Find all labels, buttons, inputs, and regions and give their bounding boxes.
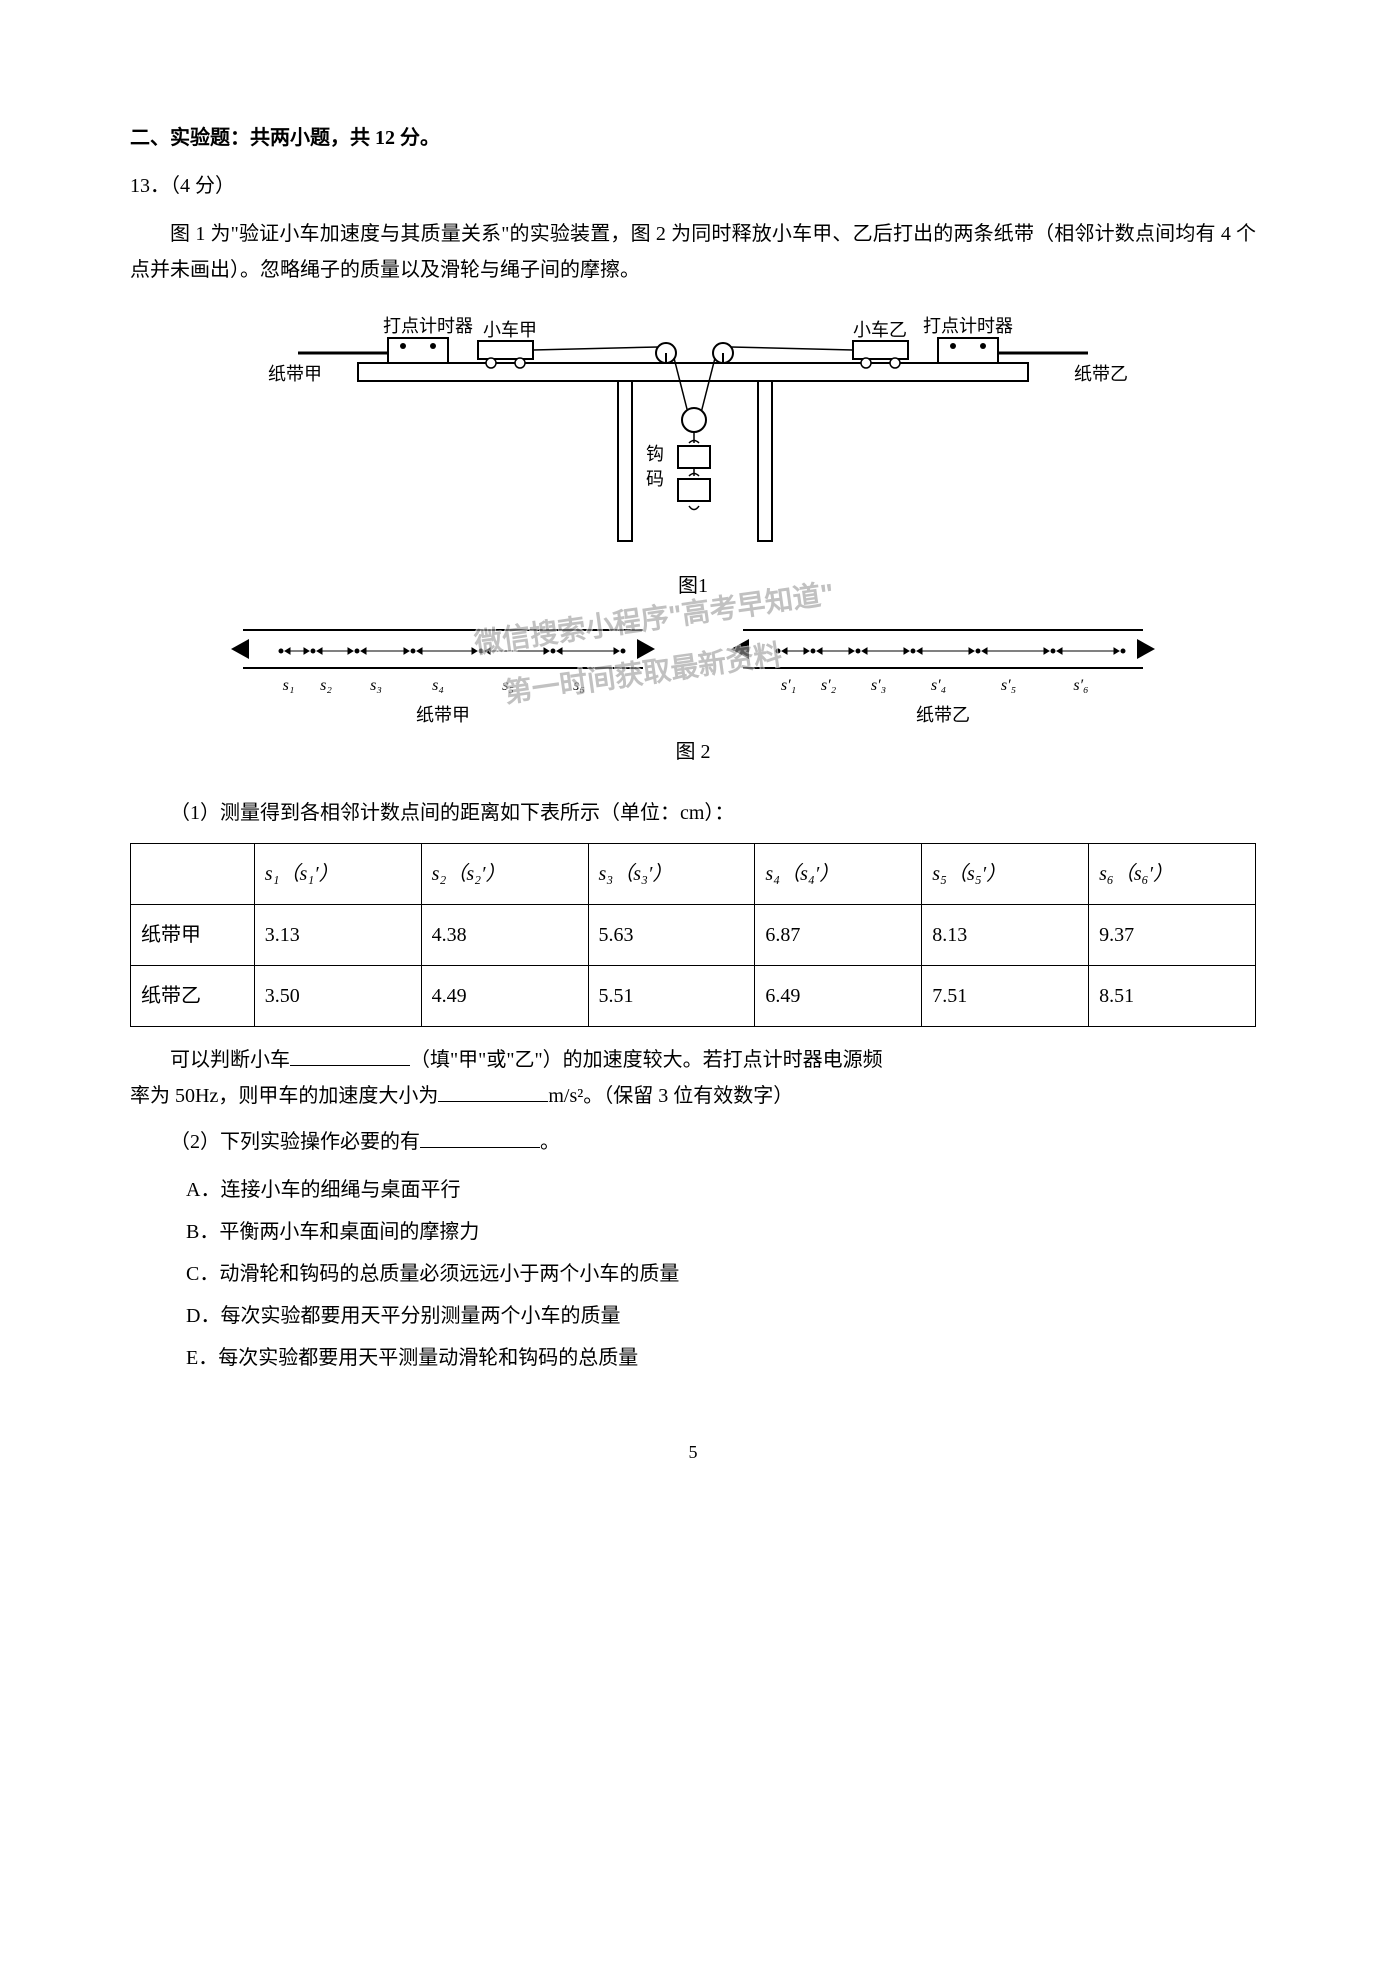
label-cart-a: 小车甲 bbox=[483, 314, 537, 346]
question-number: 13．（4 分） bbox=[130, 168, 1256, 204]
tape-b-segment-labels: s′₁ s′₂ s′₃ s′₄ s′₅ s′₆ bbox=[771, 672, 1131, 701]
seg-b-2: s′₂ bbox=[806, 672, 851, 701]
table-cell: 纸带乙 bbox=[131, 966, 255, 1027]
table-cell: 8.51 bbox=[1089, 966, 1256, 1027]
label-timer-right: 打点计时器 bbox=[923, 310, 1013, 342]
seg-a-3: s₃ bbox=[348, 672, 404, 701]
option-c: C．动滑轮和钩码的总质量必须远远小于两个小车的质量 bbox=[186, 1256, 1256, 1292]
answer-text-2: 率为 50Hz，则甲车的加速度大小为 m/s²。（保留 3 位有效数字） bbox=[130, 1078, 1256, 1114]
seg-b-4: s′₄ bbox=[906, 672, 971, 701]
text-segment: m/s²。（保留 3 位有效数字） bbox=[548, 1085, 793, 1107]
option-a: A．连接小车的细绳与桌面平行 bbox=[186, 1172, 1256, 1208]
tape-b-shape bbox=[743, 629, 1143, 669]
table-cell: 9.37 bbox=[1089, 905, 1256, 966]
label-tape-a: 纸带甲 bbox=[268, 358, 322, 390]
label-weight: 码 bbox=[646, 463, 664, 495]
options-list: A．连接小车的细绳与桌面平行 B．平衡两小车和桌面间的摩擦力 C．动滑轮和钩码的… bbox=[186, 1172, 1256, 1376]
table-header-cell: s₄（s₄′） bbox=[755, 844, 922, 905]
table-cell: 6.49 bbox=[755, 966, 922, 1027]
section-heading: 二、实验题：共两小题，共 12 分。 bbox=[130, 120, 1256, 156]
table-header-cell: s₆（s₆′） bbox=[1089, 844, 1256, 905]
text-segment: （填"甲"或"乙"）的加速度较大。若打点计时器电源频 bbox=[410, 1049, 883, 1071]
figure-1-container: 打点计时器 小车甲 小车乙 打点计时器 纸带甲 纸带乙 钩 码 图1 bbox=[130, 308, 1256, 604]
seg-a-6: s₆ bbox=[544, 672, 614, 701]
figure-2-diagram: s₁ s₂ s₃ s₄ s₅ s₆ 纸带甲 bbox=[243, 624, 1143, 694]
table-header-cell: s₁（s₁′） bbox=[254, 844, 421, 905]
table-cell: 3.50 bbox=[254, 966, 421, 1027]
label-cart-b: 小车乙 bbox=[853, 314, 907, 346]
text-segment: 可以判断小车 bbox=[170, 1049, 290, 1071]
table-header-cell: s₂（s₂′） bbox=[421, 844, 588, 905]
seg-a-2: s₂ bbox=[304, 672, 348, 701]
label-timer-left: 打点计时器 bbox=[383, 310, 473, 342]
table-cell: 5.63 bbox=[588, 905, 755, 966]
text-segment: 。 bbox=[540, 1131, 560, 1153]
table-header-row: s₁（s₁′） s₂（s₂′） s₃（s₃′） s₄（s₄′） s₅（s₅′） … bbox=[131, 844, 1256, 905]
blank-field[interactable] bbox=[290, 1046, 410, 1066]
seg-a-1: s₁ bbox=[273, 672, 304, 701]
figure-1-caption: 图1 bbox=[130, 568, 1256, 604]
table-cell: 4.49 bbox=[421, 966, 588, 1027]
table-cell: 5.51 bbox=[588, 966, 755, 1027]
table-header-cell: s₅（s₅′） bbox=[922, 844, 1089, 905]
text-segment: （2）下列实验操作必要的有 bbox=[170, 1131, 420, 1153]
option-b: B．平衡两小车和桌面间的摩擦力 bbox=[186, 1214, 1256, 1250]
answer-text-1: 可以判断小车 （填"甲"或"乙"）的加速度较大。若打点计时器电源频 bbox=[130, 1042, 1256, 1078]
table-row: 纸带乙 3.50 4.49 5.51 6.49 7.51 8.51 bbox=[131, 966, 1256, 1027]
table-row: 纸带甲 3.13 4.38 5.63 6.87 8.13 9.37 bbox=[131, 905, 1256, 966]
figure-2-caption: 图 2 bbox=[243, 734, 1143, 770]
seg-b-3: s′₃ bbox=[851, 672, 906, 701]
blank-field[interactable] bbox=[420, 1128, 540, 1148]
table-header-cell bbox=[131, 844, 255, 905]
figure-1-diagram: 打点计时器 小车甲 小车乙 打点计时器 纸带甲 纸带乙 钩 码 bbox=[268, 308, 1118, 558]
seg-b-5: s′₅ bbox=[971, 672, 1046, 701]
table-cell: 8.13 bbox=[922, 905, 1089, 966]
text-segment: 率为 50Hz，则甲车的加速度大小为 bbox=[130, 1085, 438, 1107]
tape-a-shape bbox=[243, 629, 643, 669]
seg-b-6: s′₆ bbox=[1046, 672, 1116, 701]
label-tape-b: 纸带乙 bbox=[1074, 358, 1128, 390]
sub-question-2: （2）下列实验操作必要的有 。 bbox=[130, 1124, 1256, 1160]
table-cell: 6.87 bbox=[755, 905, 922, 966]
question-intro: 图 1 为"验证小车加速度与其质量关系"的实验装置，图 2 为同时释放小车甲、乙… bbox=[130, 216, 1256, 288]
table-cell: 3.13 bbox=[254, 905, 421, 966]
table-cell: 4.38 bbox=[421, 905, 588, 966]
option-e: E．每次实验都要用天平测量动滑轮和钩码的总质量 bbox=[186, 1340, 1256, 1376]
apparatus-svg bbox=[268, 308, 1118, 558]
sub-question-1: （1）测量得到各相邻计数点间的距离如下表所示（单位：cm）： bbox=[130, 795, 1256, 831]
seg-a-4: s₄ bbox=[404, 672, 472, 701]
table-cell: 纸带甲 bbox=[131, 905, 255, 966]
option-d: D．每次实验都要用天平分别测量两个小车的质量 bbox=[186, 1298, 1256, 1334]
seg-b-1: s′₁ bbox=[771, 672, 806, 701]
tape-b-name: 纸带乙 bbox=[916, 699, 970, 731]
tape-a-name: 纸带甲 bbox=[416, 699, 470, 731]
data-table: s₁（s₁′） s₂（s₂′） s₃（s₃′） s₄（s₄′） s₅（s₅′） … bbox=[130, 843, 1256, 1027]
page-number: 5 bbox=[130, 1436, 1256, 1468]
seg-a-5: s₅ bbox=[472, 672, 544, 701]
table-cell: 7.51 bbox=[922, 966, 1089, 1027]
table-header-cell: s₃（s₃′） bbox=[588, 844, 755, 905]
tape-a-segment-labels: s₁ s₂ s₃ s₄ s₅ s₆ bbox=[273, 672, 633, 701]
blank-field[interactable] bbox=[438, 1082, 548, 1102]
